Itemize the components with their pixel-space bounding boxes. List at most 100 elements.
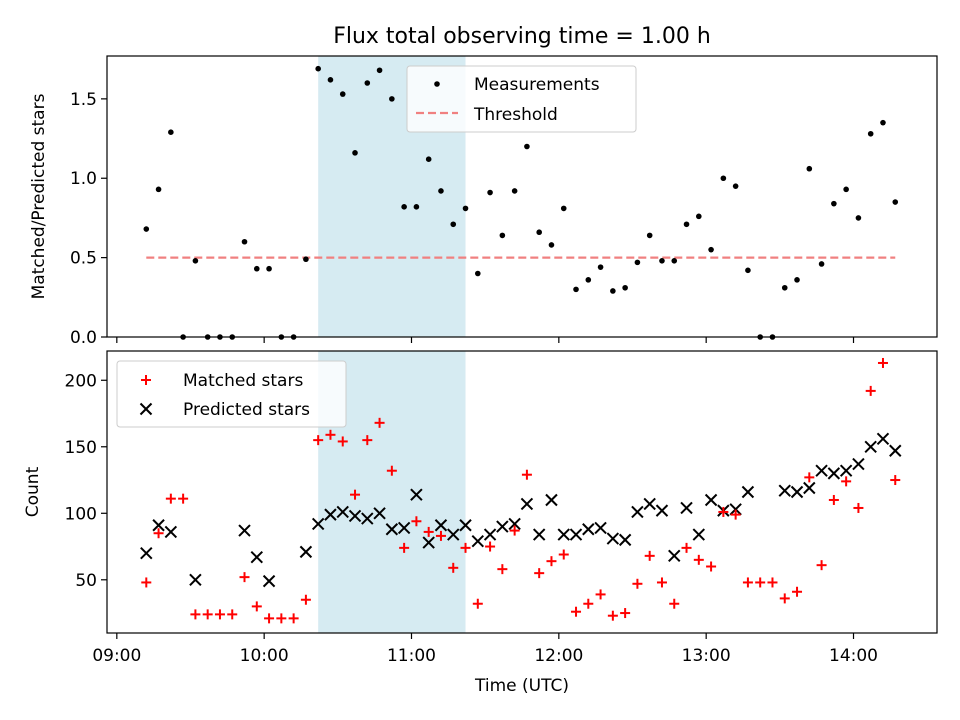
matched-stars-point (706, 561, 717, 572)
measurement-point (401, 204, 407, 210)
measurement-point (708, 246, 714, 253)
predicted-stars-point (348, 509, 362, 523)
predicted-stars-point (508, 517, 521, 531)
measurement-point (536, 229, 542, 236)
matched-stars-point (362, 435, 373, 446)
measurement-point (339, 91, 346, 97)
x-tick-label: 14:00 (829, 646, 878, 666)
matched-stars-point (497, 564, 508, 575)
measurement-point (867, 130, 874, 137)
chart-title: Flux total observing time = 1.00 h (333, 24, 711, 49)
predicted-stars-point (152, 519, 165, 532)
measurement-point (524, 143, 530, 150)
measurement-point (303, 256, 309, 263)
predicted-stars-legend-label: Predicted stars (183, 400, 310, 420)
predicted-stars-point (459, 519, 472, 532)
predicted-stars-point (299, 545, 313, 559)
matched-stars-point (288, 613, 299, 624)
predicted-stars-point (311, 517, 325, 531)
matched-stars-point (583, 598, 594, 609)
measurement-point (241, 238, 248, 245)
ratio-y-tick-label: 1.5 (70, 90, 97, 110)
count-y-tick-label: 200 (65, 371, 97, 391)
predicted-stars-point (434, 519, 448, 532)
predicted-stars-point (803, 481, 816, 495)
predicted-stars-point (361, 512, 374, 525)
matched-stars-point (890, 475, 901, 486)
measurement-point (487, 189, 493, 196)
measurement-point (376, 67, 383, 74)
predicted-stars-point (250, 550, 264, 564)
predicted-stars-point (324, 508, 337, 521)
predicted-stars-point (520, 497, 534, 511)
measurement-point (253, 265, 260, 272)
x-tick-label: 11:00 (387, 646, 436, 666)
predicted-stars-point (643, 497, 656, 511)
count-y-axis-label: Count (23, 466, 43, 517)
matched-stars-point (877, 357, 888, 368)
matched-stars-point (509, 525, 520, 536)
predicted-stars-point (410, 488, 423, 501)
measurement-point (462, 205, 469, 212)
measurement-point (732, 183, 739, 189)
matched-stars-point (264, 613, 275, 624)
predicted-stars-point (680, 501, 693, 515)
measurements-legend-label: Measurements (474, 75, 600, 95)
measurement-point (720, 175, 727, 182)
measurement-point (413, 204, 420, 210)
ratio-legend: Measurements Threshold (406, 65, 637, 133)
matched-stars-point (337, 436, 348, 447)
measurement-point (671, 257, 678, 264)
count-y-tick-label: 150 (65, 438, 97, 458)
matched-stars-point (865, 385, 876, 396)
predicted-stars-point (827, 467, 841, 480)
count-ticks: 50 100 150 200 09:00 10:00 11:00 12:00 13:00 14:0… (65, 371, 878, 666)
x-tick-label: 13:00 (682, 646, 731, 666)
ratio-y-axis-label: Matched/Predicted stars (29, 93, 49, 299)
matched-stars-point (178, 493, 189, 504)
measurement-point (696, 213, 702, 220)
matched-stars-point (460, 542, 471, 553)
matched-stars-point (841, 476, 852, 487)
ratio-y-tick-label: 0.0 (70, 328, 97, 348)
matched-stars-point (386, 465, 397, 476)
measurement-point (499, 232, 506, 239)
measurement-point (364, 80, 371, 86)
measurement-point (266, 265, 272, 272)
predicted-stars-point (778, 484, 791, 497)
measurement-point (389, 96, 395, 102)
count-axes-frame (106, 350, 938, 634)
predicted-stars-point (422, 536, 435, 549)
measurement-point (143, 226, 150, 232)
matched-stars-point (571, 606, 582, 617)
ratio-y-tick-label: 1.0 (70, 169, 97, 189)
predicted-stars-point (447, 528, 460, 541)
predicted-stars-point (852, 457, 865, 471)
matched-stars-point (399, 542, 410, 553)
predicted-stars-point (729, 503, 742, 516)
matched-stars-point (816, 560, 827, 571)
matched-stars-point (779, 593, 790, 604)
matched-stars-point (435, 530, 446, 541)
matched-stars-point (755, 577, 766, 588)
matched-stars-point (313, 435, 324, 446)
predicted-stars-legend-marker (139, 402, 153, 416)
predicted-stars-point (532, 528, 546, 541)
count-y-tick-label: 50 (75, 571, 97, 591)
count-marks (140, 357, 902, 624)
predicted-stars-point (262, 574, 276, 588)
matched-stars-point (239, 572, 250, 583)
matched-stars-point (325, 429, 336, 440)
measurement-point (634, 259, 641, 266)
measurement-point (843, 186, 849, 193)
predicted-stars-point (594, 521, 607, 535)
matched-stars-point (620, 608, 631, 619)
matched-stars-point (656, 577, 667, 588)
measurement-point (315, 65, 321, 72)
measurement-point (781, 284, 788, 291)
predicted-stars-point (864, 440, 877, 453)
predicted-stars-point (385, 523, 399, 536)
matched-stars-legend-label: Matched stars (183, 371, 303, 391)
predicted-stars-point (569, 528, 583, 541)
x-tick-label: 10:00 (240, 646, 289, 666)
